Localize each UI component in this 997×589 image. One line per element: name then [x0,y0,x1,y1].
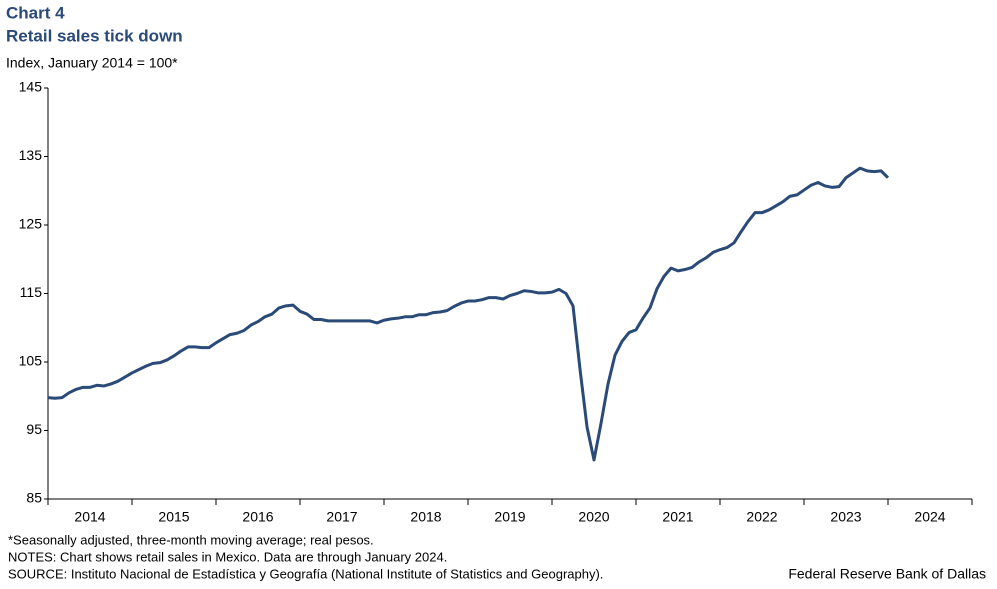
note: SOURCE: Instituto Nacional de Estadístic… [8,566,603,581]
y-tick-label: 135 [19,147,43,163]
y-tick-label: 125 [19,216,43,232]
note: *Seasonally adjusted, three-month moving… [8,532,374,547]
y-tick-label: 115 [20,284,43,300]
x-tick-label: 2017 [326,509,357,525]
y-axis-label: Index, January 2014 = 100* [6,55,178,71]
y-tick-label: 95 [26,421,42,437]
chart-title: Chart 4 [6,3,65,22]
note: NOTES: Chart shows retail sales in Mexic… [8,549,447,564]
x-tick-label: 2021 [662,509,693,525]
series-line [47,166,890,462]
x-tick-label: 2015 [158,509,189,525]
x-tick-label: 2014 [74,509,105,525]
x-tick-label: 2024 [914,509,945,525]
y-tick-label: 145 [19,79,43,95]
y-tick-label: 105 [19,353,43,369]
chart-subtitle: Retail sales tick down [6,26,183,45]
y-tick-label: 85 [26,490,42,506]
x-tick-label: 2023 [830,509,861,525]
x-tick-label: 2018 [410,509,441,525]
x-tick-label: 2019 [494,509,525,525]
x-tick-label: 2022 [746,509,777,525]
x-tick-label: 2016 [242,509,273,525]
credit: Federal Reserve Bank of Dallas [788,566,986,582]
x-tick-label: 2020 [578,509,609,525]
